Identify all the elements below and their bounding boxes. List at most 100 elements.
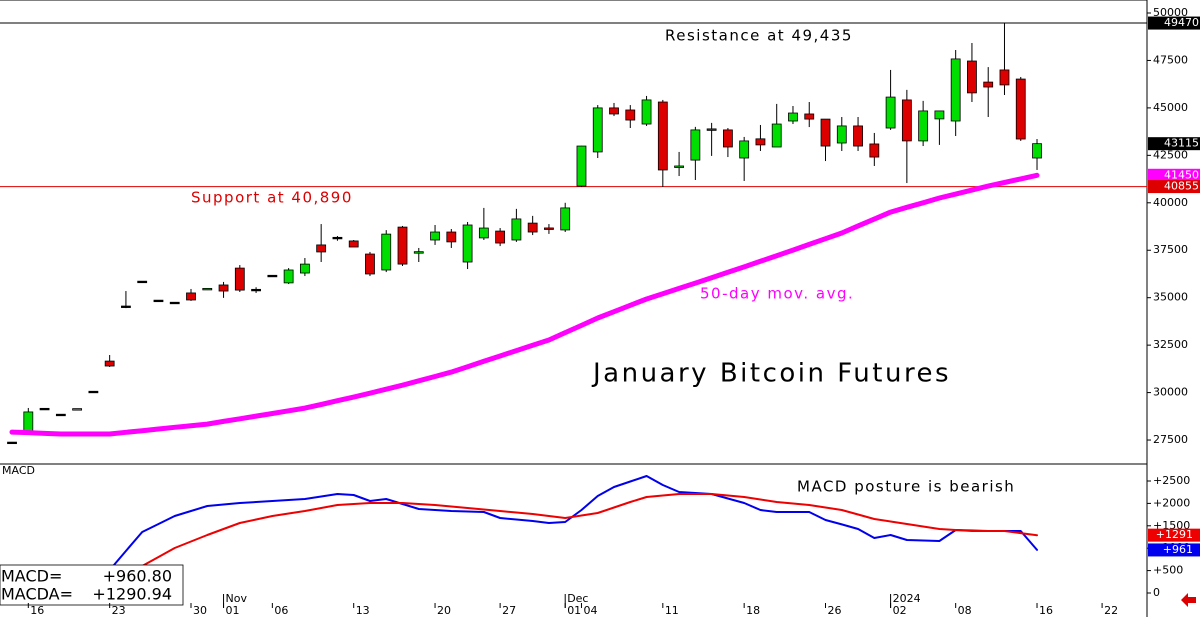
candle-body [299, 263, 310, 274]
candle-body [7, 441, 17, 445]
candle-body [527, 222, 538, 233]
candle-body [137, 280, 148, 284]
candle-body [918, 110, 929, 142]
candle-body [169, 301, 180, 305]
x-tick-label: 16 [30, 604, 44, 617]
readout-label: MACD= [1, 567, 62, 586]
candle-body [934, 110, 945, 120]
readout-value: +960.80 [103, 567, 172, 586]
candle-body [885, 96, 896, 129]
candle-body [348, 240, 359, 248]
candle-body [544, 227, 554, 230]
candle-body [560, 207, 571, 231]
candle-body [251, 288, 261, 292]
moving-average-line [9, 172, 1040, 437]
y-tick-label: 30000 [1153, 386, 1188, 399]
x-tick-label: 13 [356, 604, 370, 617]
last-value-label: +961 [1163, 543, 1193, 556]
macd-line [141, 493, 1038, 567]
x-tick-label: 27 [502, 604, 516, 617]
month-label: Dec [567, 592, 588, 605]
y-tick-label: 50000 [1153, 6, 1188, 19]
candle-body [804, 113, 815, 120]
candle-body [869, 143, 880, 158]
candle-body [625, 109, 636, 121]
candle-body [88, 390, 99, 394]
y-tick-label: +1500 [1153, 519, 1190, 532]
candle-body [267, 274, 278, 278]
readout-value: +1290.94 [92, 585, 172, 604]
x-tick-label: 01 [226, 604, 240, 617]
candle-body [332, 236, 343, 240]
y-tick-label: +2000 [1153, 496, 1190, 509]
candle-body [788, 112, 798, 122]
candle-body [657, 101, 668, 171]
price-marker-label: 43115 [1164, 137, 1199, 150]
candle-body [511, 218, 522, 241]
last-value-box [1148, 543, 1200, 557]
candle-body [706, 128, 717, 131]
candle-body [576, 145, 587, 187]
candle-body [999, 69, 1010, 86]
annotation: MACD posture is bearish [797, 478, 1015, 496]
candle-body [901, 99, 912, 142]
candle-body [462, 224, 473, 263]
candle-body [641, 99, 652, 125]
candle-body [983, 81, 994, 88]
readout-box [0, 564, 184, 606]
y-tick-label: 37500 [1153, 243, 1188, 256]
x-tick-label: 22 [1104, 604, 1118, 617]
x-tick-label: 30 [193, 604, 207, 617]
chart-title: January Bitcoin Futures [591, 359, 951, 389]
candle-body [430, 231, 440, 241]
candle-body [478, 227, 489, 239]
x-tick-label: 04 [583, 604, 597, 617]
candle-body [55, 413, 66, 417]
candle-body [121, 305, 131, 308]
x-tick-label: 18 [746, 604, 760, 617]
candle-body [153, 299, 164, 303]
candle-body [950, 58, 961, 122]
y-tick-label: +2500 [1153, 474, 1190, 487]
scroll-arrow [1181, 593, 1196, 607]
candle-body [967, 60, 977, 94]
candle-body [739, 140, 750, 159]
price-marker-box [1148, 168, 1200, 182]
price-marker-box [1148, 180, 1200, 194]
y-tick-label: +500 [1153, 564, 1183, 577]
candle-body [446, 231, 457, 243]
x-tick-label: 26 [828, 604, 842, 617]
candle-body [234, 267, 245, 291]
candle-body [853, 125, 863, 147]
price-marker-label: 41450 [1164, 168, 1199, 181]
x-tick-label: 02 [893, 604, 907, 617]
candle-body [72, 408, 83, 411]
candle-body [771, 123, 782, 148]
x-tick-label: 16 [1039, 604, 1053, 617]
price-marker-box [1148, 137, 1200, 151]
candle-body [39, 407, 50, 411]
candle-body [1015, 78, 1026, 140]
y-tick-label: 40000 [1153, 196, 1188, 209]
x-tick-label: 20 [437, 604, 451, 617]
price-marker-label: 49470 [1164, 16, 1199, 29]
y-tick-label: 42500 [1153, 148, 1188, 161]
y-tick-label: 45000 [1153, 101, 1188, 114]
candle-body [722, 129, 733, 148]
candle-body [674, 165, 684, 168]
y-tick-label: 0 [1153, 586, 1160, 599]
month-label: 2024 [893, 592, 921, 605]
candle-body [23, 411, 34, 433]
candle-body [218, 284, 229, 292]
candle-body [202, 287, 213, 291]
last-value-box [1148, 528, 1200, 542]
candle-body [592, 107, 603, 153]
panel-title: MACD [2, 464, 35, 477]
x-tick-label: 23 [112, 604, 126, 617]
candle-body [820, 118, 831, 147]
annotation: Resistance at 49,435 [665, 27, 853, 45]
x-tick-label: 08 [958, 604, 972, 617]
candle-body [836, 125, 847, 144]
